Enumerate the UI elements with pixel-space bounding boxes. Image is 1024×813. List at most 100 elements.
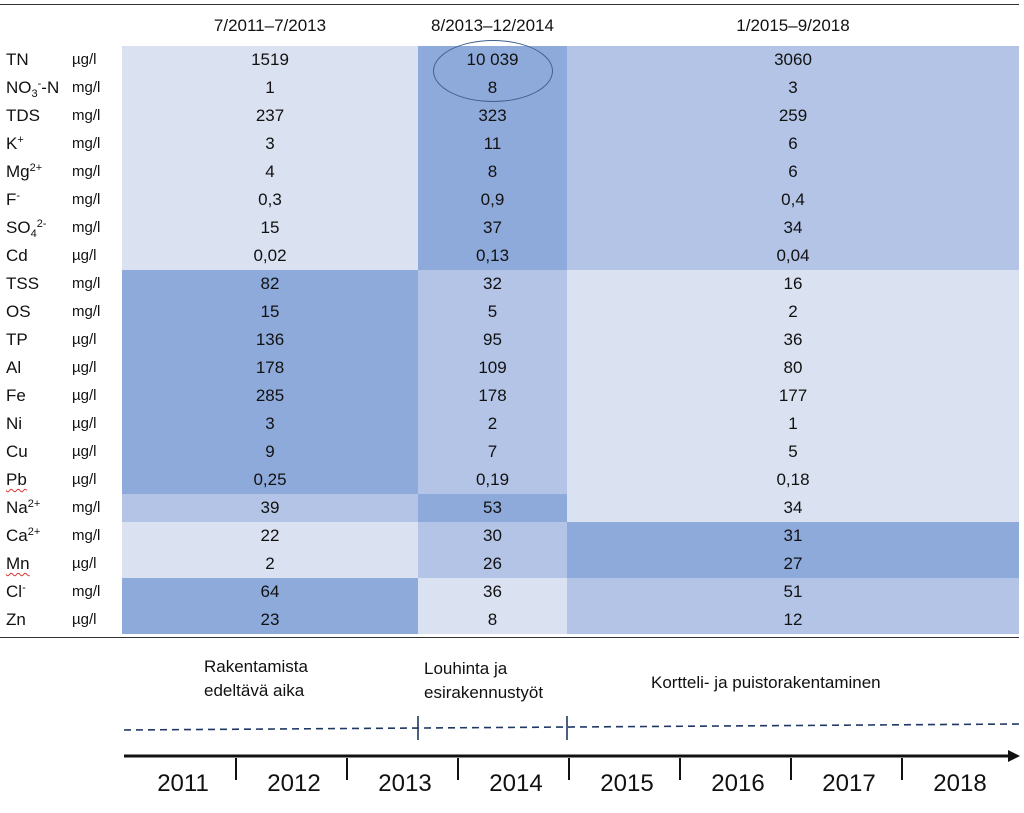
table-row: Mn µg/l 2 26 27 bbox=[0, 550, 1019, 578]
value-period-1: 1519 bbox=[122, 46, 418, 74]
timeline-graphic bbox=[123, 716, 1020, 762]
unit: µg/l bbox=[72, 471, 97, 488]
value-period-2: 0,9 bbox=[418, 186, 567, 214]
column-header-period-3: 1/2015–9/2018 bbox=[736, 16, 850, 35]
parameter-name: Ca2+ bbox=[6, 526, 41, 545]
value-period-1: 0,02 bbox=[122, 242, 418, 270]
value-period-3: 36 bbox=[567, 326, 1019, 354]
unit: µg/l bbox=[72, 443, 97, 460]
value-period-1: 3 bbox=[122, 410, 418, 438]
year-label-2015: 2015 bbox=[600, 770, 654, 797]
value-period-1: 39 bbox=[122, 494, 418, 522]
year-label-2012: 2012 bbox=[267, 770, 321, 797]
value-period-1: 0,25 bbox=[122, 466, 418, 494]
year-tick bbox=[346, 758, 348, 780]
unit: mg/l bbox=[72, 163, 101, 180]
phase-label-excavation: Louhinta ja esirakennustyöt bbox=[424, 659, 544, 702]
value-period-1: 285 bbox=[122, 382, 418, 410]
table-row: OS mg/l 15 5 2 bbox=[0, 298, 1019, 326]
value-period-2: 8 bbox=[418, 606, 567, 634]
value-period-3: 0,18 bbox=[567, 466, 1019, 494]
value-period-1: 82 bbox=[122, 270, 418, 298]
value-period-3: 259 bbox=[567, 102, 1019, 130]
phase-label-block-park-construction: Kortteli- ja puistorakentaminen bbox=[651, 673, 881, 692]
phase-dashed-line bbox=[123, 723, 1020, 731]
unit: µg/l bbox=[72, 51, 97, 68]
table-row: Mg2+ mg/l 4 8 6 bbox=[0, 158, 1019, 186]
value-period-1: 64 bbox=[122, 578, 418, 606]
value-period-2: 10 039 bbox=[418, 46, 567, 74]
table-row: Cl- mg/l 64 36 51 bbox=[0, 578, 1019, 606]
value-period-2: 36 bbox=[418, 578, 567, 606]
year-label-2018: 2018 bbox=[933, 770, 987, 797]
value-period-1: 237 bbox=[122, 102, 418, 130]
unit: mg/l bbox=[72, 303, 101, 320]
table-row: SO42- mg/l 15 37 34 bbox=[0, 214, 1019, 242]
parameter-name: NO3--N bbox=[6, 78, 60, 100]
value-period-3: 27 bbox=[567, 550, 1019, 578]
parameter-name: Al bbox=[6, 358, 22, 377]
unit: µg/l bbox=[72, 415, 97, 432]
value-period-3: 0,4 bbox=[567, 186, 1019, 214]
parameter-name: Ni bbox=[6, 414, 23, 433]
value-period-1: 15 bbox=[122, 214, 418, 242]
value-period-3: 12 bbox=[567, 606, 1019, 634]
value-period-2: 5 bbox=[418, 298, 567, 326]
value-period-1: 0,3 bbox=[122, 186, 418, 214]
table-row: TN µg/l 1519 10 039 3060 bbox=[0, 46, 1019, 74]
value-period-2: 8 bbox=[418, 158, 567, 186]
table-row: F- mg/l 0,3 0,9 0,4 bbox=[0, 186, 1019, 214]
table-row: Na2+ mg/l 39 53 34 bbox=[0, 494, 1019, 522]
value-period-1: 3 bbox=[122, 130, 418, 158]
value-period-3: 6 bbox=[567, 130, 1019, 158]
value-period-2: 95 bbox=[418, 326, 567, 354]
value-period-3: 31 bbox=[567, 522, 1019, 550]
value-period-1: 22 bbox=[122, 522, 418, 550]
table-row: Fe µg/l 285 178 177 bbox=[0, 382, 1019, 410]
value-period-1: 136 bbox=[122, 326, 418, 354]
unit: mg/l bbox=[72, 135, 101, 152]
parameter-name: TP bbox=[6, 330, 28, 349]
value-period-1: 15 bbox=[122, 298, 418, 326]
parameter-name: Mn bbox=[6, 554, 30, 573]
phase-label-pre-construction: Rakentamista edeltävä aika bbox=[204, 657, 308, 700]
year-label-2014: 2014 bbox=[489, 770, 543, 797]
value-period-1: 2 bbox=[122, 550, 418, 578]
unit: µg/l bbox=[72, 555, 97, 572]
value-period-3: 51 bbox=[567, 578, 1019, 606]
unit: mg/l bbox=[72, 499, 101, 516]
value-period-3: 3 bbox=[567, 74, 1019, 102]
table-bottom-rule bbox=[0, 637, 1019, 638]
table-row: Pb µg/l 0,25 0,19 0,18 bbox=[0, 466, 1019, 494]
unit: mg/l bbox=[72, 527, 101, 544]
value-period-2: 32 bbox=[418, 270, 567, 298]
year-label-2017: 2017 bbox=[822, 770, 876, 797]
column-header-period-2: 8/2013–12/2014 bbox=[431, 16, 554, 35]
year-tick bbox=[679, 758, 681, 780]
parameter-name: K+ bbox=[6, 134, 24, 153]
value-period-2: 178 bbox=[418, 382, 567, 410]
value-period-2: 109 bbox=[418, 354, 567, 382]
parameter-name: Cl- bbox=[6, 582, 26, 601]
value-period-3: 1 bbox=[567, 410, 1019, 438]
value-period-1: 1 bbox=[122, 74, 418, 102]
timeline-arrowhead bbox=[1008, 750, 1020, 762]
table-row: TDS mg/l 237 323 259 bbox=[0, 102, 1019, 130]
table-row: Al µg/l 178 109 80 bbox=[0, 354, 1019, 382]
value-period-3: 16 bbox=[567, 270, 1019, 298]
value-period-3: 6 bbox=[567, 158, 1019, 186]
parameter-name: Na2+ bbox=[6, 498, 41, 517]
parameter-name: TDS bbox=[6, 106, 40, 125]
table-top-rule bbox=[0, 4, 1019, 5]
unit: mg/l bbox=[72, 79, 101, 96]
table-row: TSS mg/l 82 32 16 bbox=[0, 270, 1019, 298]
value-period-2: 2 bbox=[418, 410, 567, 438]
column-header-period-1: 7/2011–7/2013 bbox=[213, 16, 327, 35]
table-row: Ni µg/l 3 2 1 bbox=[0, 410, 1019, 438]
unit: mg/l bbox=[72, 191, 101, 208]
value-period-2: 26 bbox=[418, 550, 567, 578]
table-row: Cu µg/l 9 7 5 bbox=[0, 438, 1019, 466]
parameter-name: Zn bbox=[6, 610, 26, 629]
year-label-2011: 2011 bbox=[157, 770, 209, 797]
parameter-name: OS bbox=[6, 302, 31, 321]
